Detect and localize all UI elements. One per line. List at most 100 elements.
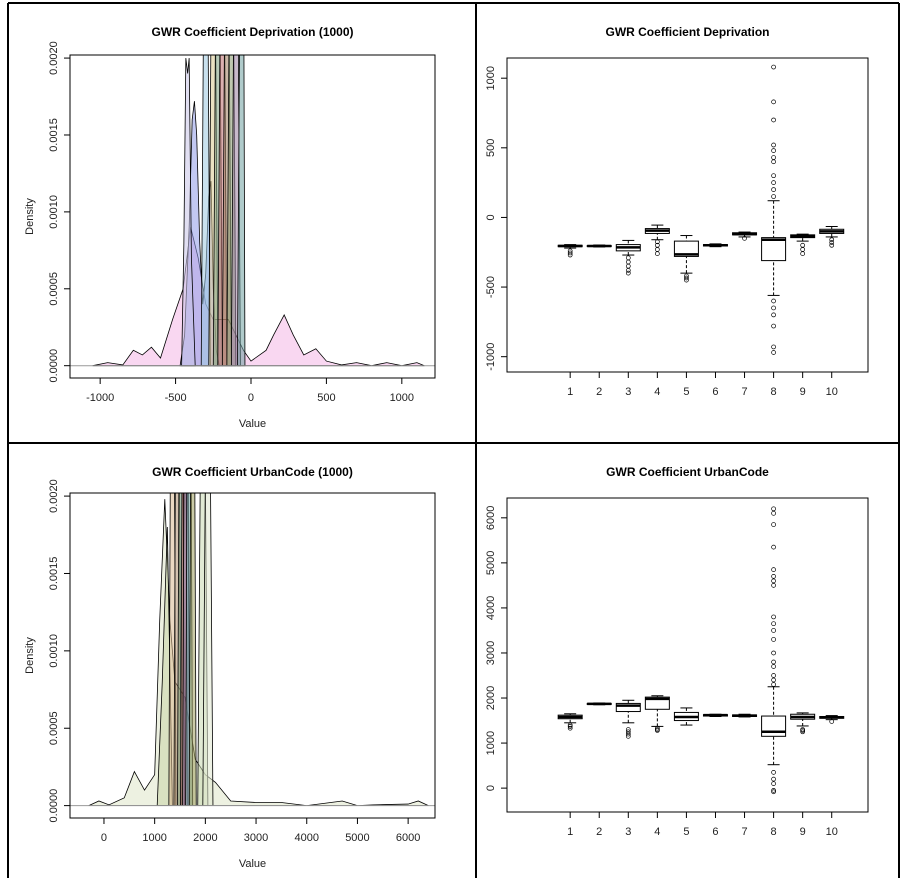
outlier [655, 725, 660, 731]
outlier [771, 187, 776, 192]
x-tick-label: 8 [771, 386, 777, 398]
outlier [625, 270, 631, 276]
outlier [684, 277, 689, 283]
outlier [567, 722, 573, 728]
outlier [771, 117, 776, 123]
density-curve [181, 58, 196, 367]
outlier [800, 251, 806, 256]
x-tick-label: 3 [625, 386, 631, 398]
x-tick-label: 2000 [193, 832, 217, 844]
y-tick-label: 0.0010 [48, 634, 60, 668]
chart-title: GWR Coefficient UrbanCode [606, 465, 769, 479]
plot-frame [69, 492, 436, 819]
y-tick-label: 5000 [485, 551, 497, 575]
outlier [771, 510, 776, 516]
outlier [829, 242, 835, 248]
x-tick-label: 0 [101, 832, 107, 844]
x-tick-label: 10 [826, 386, 838, 398]
outlier [567, 252, 573, 258]
x-tick-label: 6 [712, 826, 718, 838]
y-tick-label: 0 [485, 214, 497, 220]
y-tick-label: 1000 [485, 731, 497, 755]
outlier [771, 781, 776, 786]
y-tick-label: 0.0015 [48, 557, 60, 591]
x-tick-label: 4000 [295, 832, 319, 844]
x-tick-label: 9 [800, 386, 806, 398]
x-tick-label: 8 [771, 826, 777, 838]
y-tick-label: 1000 [485, 66, 497, 90]
outlier [771, 305, 776, 311]
outlier [771, 544, 776, 550]
y-tick-label: 0.0010 [48, 195, 60, 229]
outlier [771, 506, 776, 512]
y-tick-label: 3000 [485, 641, 497, 665]
outlier [771, 298, 776, 304]
outlier [771, 312, 776, 318]
y-tick-label: 0.0015 [48, 118, 60, 152]
y-tick-label: 0.0020 [48, 479, 60, 513]
x-tick-label: 6000 [396, 832, 420, 844]
outlier [771, 578, 776, 584]
y-tick-label: 500 [485, 139, 497, 157]
y-tick-label: 0.0000 [48, 349, 60, 383]
x-tick-label: 500 [317, 392, 335, 404]
outlier [771, 677, 776, 683]
outlier [771, 142, 776, 148]
y-tick-label: 0.0005 [48, 711, 60, 745]
outlier [771, 344, 776, 350]
outlier [742, 235, 747, 241]
outlier [655, 239, 660, 245]
x-tick-label: 1 [567, 386, 573, 398]
outlier [771, 637, 776, 642]
x-tick-label: 10 [826, 826, 838, 838]
x-tick-label: 0 [248, 392, 254, 404]
chart-title: GWR Coefficient Deprivation (1000) [151, 25, 353, 39]
x-tick-label: 5000 [345, 832, 369, 844]
x-tick-label: -1000 [86, 392, 114, 404]
x-axis-label: Value [239, 418, 266, 430]
x-tick-label: 6 [712, 386, 718, 398]
outlier [771, 148, 776, 153]
outlier [625, 268, 631, 273]
outlier [655, 727, 660, 732]
outlier [567, 725, 573, 731]
outlier [771, 682, 776, 687]
y-tick-label: 2000 [485, 686, 497, 710]
outlier [567, 724, 573, 729]
x-tick-label: 2 [596, 386, 602, 398]
outlier [625, 729, 631, 735]
box [761, 237, 787, 262]
x-tick-label: 5 [683, 826, 689, 838]
outlier [625, 727, 631, 732]
x-tick-label: 2 [596, 826, 602, 838]
y-tick-label: -500 [485, 276, 497, 298]
outlier [771, 628, 776, 633]
chart-title: GWR Coefficient Deprivation [605, 25, 769, 39]
y-tick-label: -1000 [485, 343, 497, 371]
plot-frame [506, 497, 869, 813]
outlier [771, 323, 776, 329]
x-tick-label: 3 [625, 826, 631, 838]
outlier [771, 673, 776, 678]
x-tick-label: 5 [683, 386, 689, 398]
outlier [829, 719, 835, 724]
outlier [771, 659, 776, 665]
outlier [771, 770, 776, 775]
x-tick-label: 1 [567, 826, 573, 838]
outlier [567, 250, 573, 256]
outlier [771, 574, 776, 579]
outlier [771, 180, 776, 185]
outlier [771, 621, 776, 627]
outlier [771, 99, 776, 105]
outlier [771, 64, 776, 70]
outlier [655, 251, 660, 256]
y-tick-label: 0 [485, 785, 497, 791]
outlier [771, 650, 776, 656]
plot-area [70, 55, 435, 367]
outlier [771, 788, 776, 793]
outlier [771, 173, 776, 179]
y-tick-label: 4000 [485, 596, 497, 620]
plot-frame [506, 57, 869, 373]
